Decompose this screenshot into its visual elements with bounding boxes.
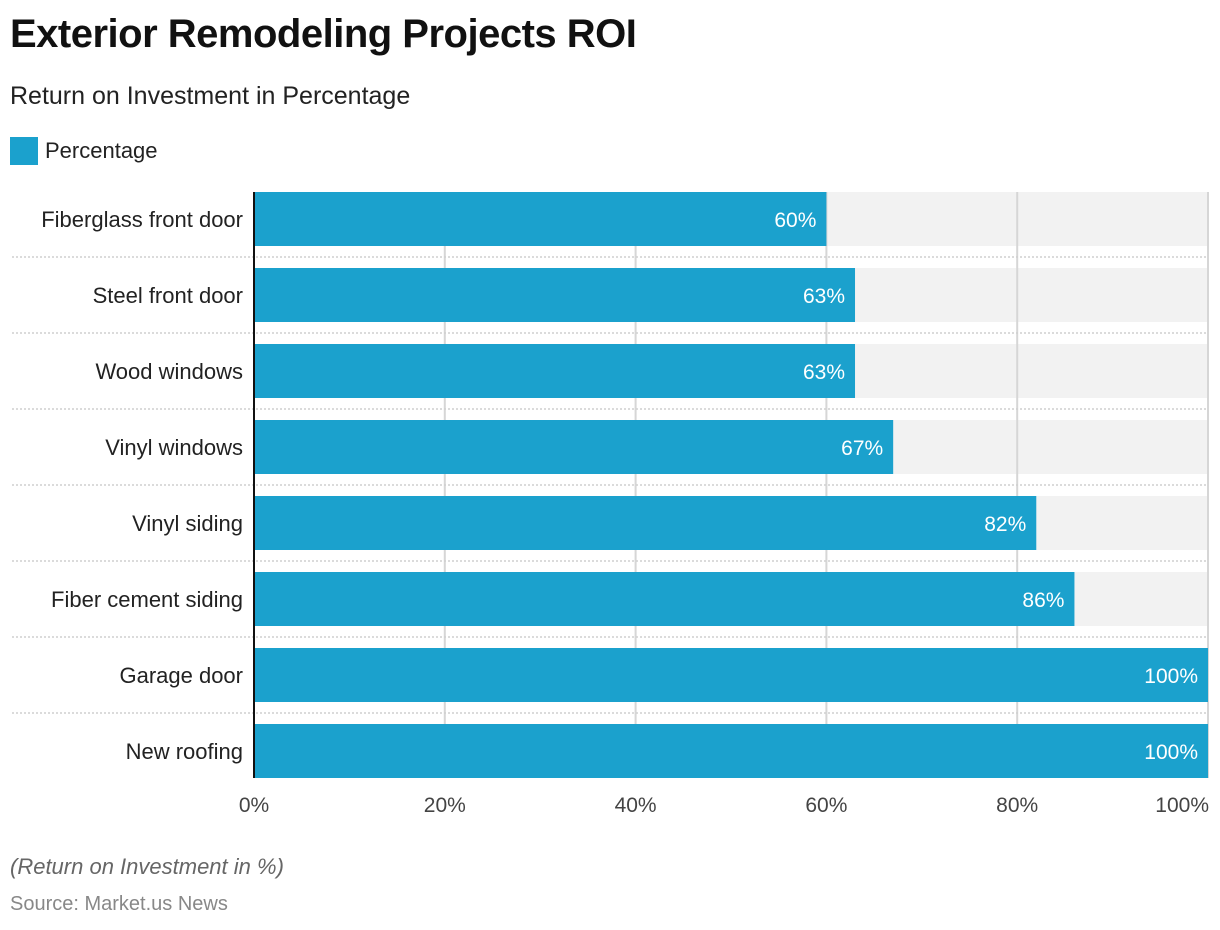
bar-value-label: 86% [1022, 589, 1064, 612]
category-label: Fiber cement siding [51, 587, 243, 612]
source-text: Source: Market.us News [10, 893, 228, 915]
category-label: Vinyl windows [105, 435, 243, 460]
bar-value-label: 100% [1144, 665, 1198, 688]
category-label: New roofing [126, 739, 243, 764]
bar-value-label: 82% [984, 513, 1026, 536]
bar [254, 344, 856, 398]
bar [254, 192, 827, 246]
bar [254, 420, 894, 474]
x-tick-label: 0% [239, 794, 269, 817]
category-label-layer: Fiberglass front door Steel front door Woo… [41, 207, 243, 764]
bar-value-label: 100% [1144, 741, 1198, 764]
x-tick-label: 60% [805, 794, 847, 817]
x-tick-label: 100% [1155, 794, 1209, 817]
bar-value-label: 63% [803, 285, 845, 308]
bar [254, 724, 1208, 778]
bar [254, 572, 1075, 626]
bar-value-label: 63% [803, 361, 845, 384]
x-tick-layer: 0% 20% 40% 60% 80% 100% [239, 794, 1209, 817]
category-label: Steel front door [93, 283, 243, 308]
bar [254, 648, 1208, 702]
bar-layer [254, 192, 1208, 778]
legend-swatch [10, 137, 38, 165]
bar [254, 496, 1037, 550]
legend-label: Percentage [45, 138, 158, 163]
bar-value-label: 60% [774, 209, 816, 232]
chart-subtitle: Return on Investment in Percentage [10, 82, 411, 110]
data-label-layer: 60% 63% 63% 67% 82% 86% 100% 100% [774, 209, 1198, 764]
row-separator-layer [12, 256, 1208, 714]
legend: Percentage [10, 137, 158, 165]
bar [254, 268, 856, 322]
category-label: Wood windows [95, 359, 243, 384]
chart-title: Exterior Remodeling Projects ROI [10, 12, 637, 56]
bar-value-label: 67% [841, 437, 883, 460]
category-label: Fiberglass front door [41, 207, 243, 232]
x-tick-label: 80% [996, 794, 1038, 817]
category-label: Garage door [119, 663, 243, 688]
x-tick-label: 20% [424, 794, 466, 817]
category-label: Vinyl siding [132, 511, 243, 536]
footnote: (Return on Investment in %) [10, 854, 284, 879]
x-tick-label: 40% [615, 794, 657, 817]
